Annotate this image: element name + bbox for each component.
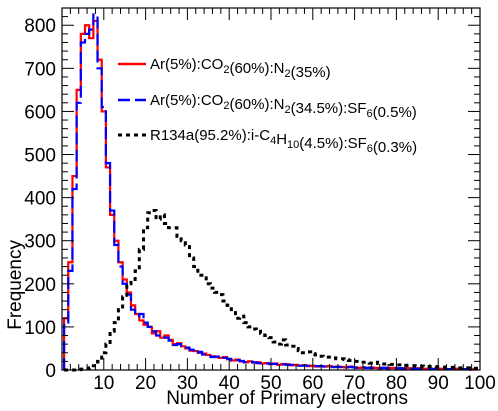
y-tick-label: 700 (24, 59, 56, 80)
x-tick-label: 80 (386, 373, 407, 394)
x-tick-label: 30 (177, 373, 198, 394)
y-tick-label: 500 (24, 146, 56, 167)
legend-label-3: R134a(95.2%):i-C4H10(4.5%):SF6(0.3%) (150, 127, 417, 156)
x-tick-label: 60 (302, 373, 323, 394)
series-line-3 (64, 209, 478, 372)
x-tick-label: 90 (428, 373, 449, 394)
y-axis-title: Frequency (5, 240, 26, 330)
x-axis-title: Number of Primary electrons (166, 388, 408, 409)
y-tick-label: 200 (24, 275, 56, 296)
y-tick-label: 800 (24, 16, 56, 37)
x-tick-label: 50 (260, 373, 281, 394)
series-line-2 (62, 13, 478, 371)
y-tick-label: 100 (24, 318, 56, 339)
tick-labels: 10 20 30 40 50 60 70 80 90 100 0 100 200 300 400 500 600… (24, 16, 496, 394)
ticks-layer (61, 7, 481, 371)
x-tick-label: 10 (93, 373, 114, 394)
y-tick-label: 0 (45, 361, 56, 382)
x-tick-label: 70 (344, 373, 365, 394)
legend-label-1: Ar(5%):CO2(60%):N2(35%) (150, 56, 331, 81)
series-layer (62, 13, 478, 372)
y-tick-label: 400 (24, 189, 56, 210)
legend: Ar(5%):CO2(60%):N2(35%) Ar(5%):CO2(60%):N… (118, 56, 417, 156)
y-tick-label: 300 (24, 232, 56, 253)
legend-label-2: Ar(5%):CO2(60%):N2(34.5%):SF6(0.5%) (150, 92, 417, 121)
x-tick-label: 20 (135, 373, 156, 394)
x-tick-label: 100 (464, 373, 496, 394)
x-tick-label: 40 (219, 373, 240, 394)
y-tick-label: 600 (24, 102, 56, 123)
